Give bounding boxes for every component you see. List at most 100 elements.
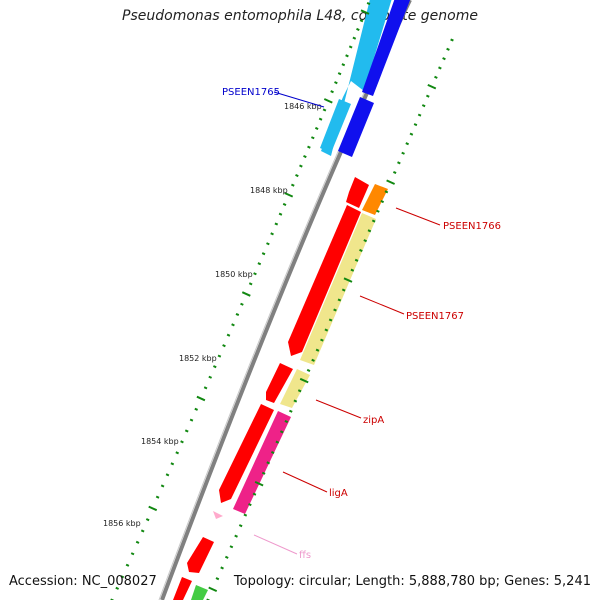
- minor-tick: [279, 430, 284, 434]
- minor-tick: [405, 142, 409, 146]
- gene-arrow[interactable]: [346, 177, 369, 208]
- minor-tick: [303, 154, 307, 159]
- minor-tick: [208, 375, 213, 379]
- minor-tick: [333, 308, 337, 312]
- minor-tick: [324, 328, 329, 332]
- gene-arrow[interactable]: [288, 205, 361, 356]
- minor-tick: [130, 552, 135, 556]
- gene-label-ffs[interactable]: ffs: [299, 550, 311, 561]
- major-tick: [241, 291, 251, 297]
- minor-tick: [359, 19, 364, 23]
- minor-tick: [306, 368, 311, 373]
- minor-tick: [224, 555, 229, 559]
- minor-tick: [282, 202, 287, 207]
- minor-tick: [278, 212, 283, 216]
- genome-summary-text: Topology: circular; Length: 5,888,780 bp…: [233, 574, 591, 589]
- minor-tick: [341, 288, 346, 292]
- gene-arrow[interactable]: [300, 213, 376, 365]
- minor-tick: [354, 258, 359, 262]
- gene-track-right: [191, 0, 412, 600]
- gene-arrow[interactable]: [213, 511, 223, 519]
- minor-tick: [341, 63, 346, 67]
- gene-label-pseen1767[interactable]: PSEEN1767: [406, 311, 464, 322]
- minor-tick: [318, 117, 323, 121]
- gene-arrow[interactable]: [338, 97, 374, 157]
- minor-tick: [314, 126, 319, 131]
- minor-tick: [328, 318, 333, 322]
- minor-tick: [226, 333, 231, 337]
- minor-tick: [261, 471, 266, 475]
- major-tick: [386, 179, 396, 185]
- minor-tick: [288, 409, 293, 413]
- gene-label-liga[interactable]: ligA: [329, 488, 348, 499]
- minor-tick: [175, 451, 179, 455]
- gene-label-zipa[interactable]: zipA: [363, 415, 384, 426]
- gene-arrow[interactable]: [233, 411, 291, 514]
- minor-tick: [235, 312, 240, 317]
- major-tick: [427, 83, 437, 90]
- minor-tick: [222, 344, 226, 348]
- minor-tick: [261, 252, 266, 256]
- minor-tick: [231, 323, 235, 327]
- minor-tick: [145, 518, 150, 522]
- minor-tick: [135, 540, 140, 544]
- minor-tick: [253, 272, 257, 276]
- major-tick: [148, 505, 158, 512]
- gene-arrow[interactable]: [173, 577, 192, 600]
- minor-tick: [115, 586, 120, 590]
- minor-tick: [376, 209, 380, 213]
- minor-tick: [337, 72, 342, 76]
- gene-arrow[interactable]: [191, 585, 208, 600]
- minor-tick: [392, 170, 397, 175]
- major-tick: [360, 9, 370, 15]
- minor-tick: [450, 38, 454, 42]
- minor-tick: [293, 399, 298, 403]
- minor-tick: [334, 81, 338, 85]
- minor-tick: [366, 1, 371, 6]
- minor-tick: [270, 232, 274, 236]
- minor-tick: [307, 145, 311, 149]
- minor-tick: [220, 566, 224, 570]
- minor-tick: [363, 239, 368, 243]
- minor-tick: [438, 66, 442, 70]
- gene-arrow[interactable]: [320, 99, 351, 153]
- minor-tick: [311, 358, 315, 362]
- gene-arrow[interactable]: [266, 363, 293, 403]
- minor-tick: [320, 338, 324, 342]
- minor-tick: [350, 268, 355, 272]
- gene-label-pseen1766[interactable]: PSEEN1766: [443, 221, 501, 232]
- minor-tick: [180, 440, 184, 444]
- minor-tick: [160, 484, 165, 488]
- minor-tick: [425, 94, 430, 98]
- minor-tick: [257, 262, 262, 266]
- minor-tick: [238, 524, 243, 528]
- minor-tick: [120, 575, 125, 579]
- gene-label-pseen1765[interactable]: PSEEN1765: [222, 87, 280, 98]
- gene-arrow[interactable]: [362, 184, 388, 215]
- minor-tick: [203, 386, 208, 390]
- major-tick: [196, 395, 206, 402]
- major-tick: [254, 480, 264, 487]
- minor-tick: [299, 164, 303, 168]
- minor-tick: [248, 503, 252, 507]
- minor-tick: [252, 492, 257, 496]
- minor-tick: [409, 132, 414, 136]
- minor-tick: [140, 529, 145, 533]
- gene-track-left: [173, 0, 392, 600]
- minor-tick: [330, 90, 334, 94]
- minor-tick: [284, 419, 289, 424]
- major-tick: [299, 377, 309, 384]
- gene-arrow[interactable]: [219, 404, 274, 503]
- minor-tick: [229, 545, 234, 549]
- accession-text: Accession: NC_008027: [9, 574, 157, 589]
- minor-tick: [310, 136, 315, 140]
- minor-tick: [125, 563, 130, 567]
- minor-tick: [165, 473, 170, 477]
- gene-arrow[interactable]: [187, 537, 214, 573]
- tick-label-1850: 1850 kbp: [215, 270, 253, 279]
- minor-tick: [380, 199, 385, 204]
- gene-arrow[interactable]: [362, 0, 412, 96]
- minor-tick: [417, 113, 422, 117]
- minor-tick: [442, 57, 446, 61]
